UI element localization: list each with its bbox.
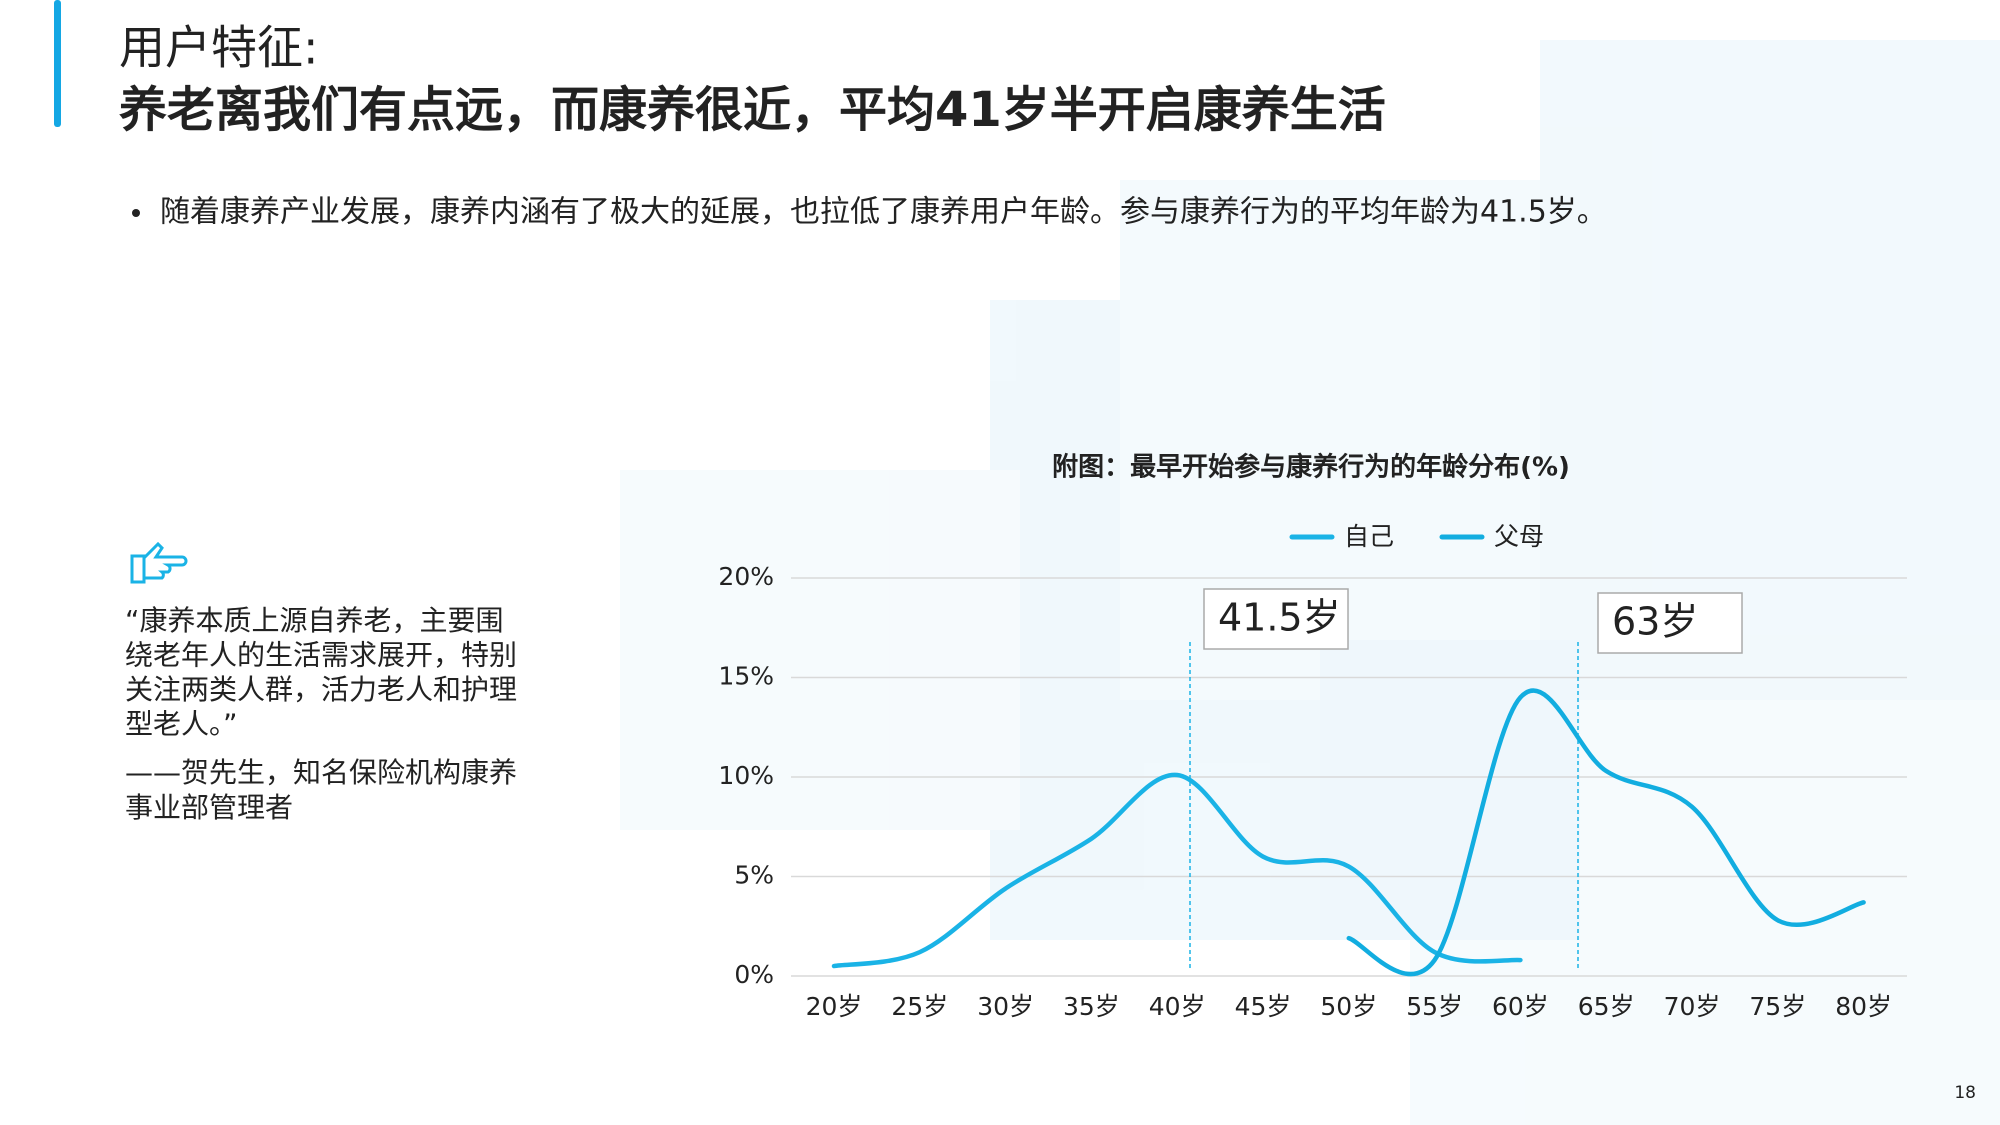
series-line (831, 772, 1523, 969)
legend-label: 父母 (1494, 522, 1544, 551)
quote-attribution: 事业部管理者 (125, 791, 293, 824)
annotation-label: 41.5岁 (1218, 596, 1341, 640)
x-tick-label: 20岁 (806, 992, 863, 1021)
bullet-text: 随着康养产业发展，康养内涵有了极大的延展，也拉低了康养用户年龄。参与康养行为的平… (160, 195, 1607, 230)
x-tick-label: 35岁 (1063, 992, 1120, 1021)
x-tick-label: 65岁 (1578, 992, 1635, 1021)
hand-icon (130, 541, 188, 584)
x-tick-label: 25岁 (891, 992, 948, 1021)
quote-line: 关注两类人群，活力老人和护理 (125, 673, 517, 706)
title: 用户特征: (119, 21, 319, 75)
accent-bar (54, 0, 61, 127)
y-tick-label: 15% (718, 662, 774, 691)
x-tick-label: 70岁 (1664, 992, 1721, 1021)
chart-title: 附图：最早开始参与康养行为的年龄分布(%) (1052, 452, 1570, 483)
subtitle: 养老离我们有点远，而康养很近，平均41岁半开启康养生活 (119, 82, 1386, 138)
series-line (1346, 688, 1866, 977)
annotation-label: 63岁 (1612, 600, 1698, 644)
x-tick-label: 30岁 (977, 992, 1034, 1021)
page-number: 18 (1954, 1083, 1976, 1103)
x-tick-label: 60岁 (1492, 992, 1549, 1021)
background (620, 40, 2000, 1125)
quote-line: 绕老年人的生活需求展开，特别 (125, 639, 517, 672)
y-tick-label: 20% (718, 562, 774, 591)
quote-line: “康养本质上源自养老，主要围 (125, 604, 504, 637)
annotation-box (1597, 592, 1743, 654)
quote-attribution: ——贺先生，知名保险机构康养 (125, 756, 517, 789)
x-tick-label: 55岁 (1406, 992, 1463, 1021)
y-tick-label: 10% (718, 761, 774, 790)
x-tick-label: 45岁 (1235, 992, 1292, 1021)
quote: “康养本质上源自养老，主要围绕老年人的生活需求展开，特别关注两类人群，活力老人和… (125, 604, 517, 824)
x-tick-label: 75岁 (1749, 992, 1806, 1021)
y-tick-label: 5% (734, 861, 774, 890)
x-tick-label: 80岁 (1835, 992, 1892, 1021)
x-tick-label: 40岁 (1149, 992, 1206, 1021)
quote-line: 型老人。” (125, 708, 238, 741)
y-tick-label: 0% (734, 960, 774, 989)
bullet-dot (132, 209, 140, 217)
x-tick-label: 50岁 (1320, 992, 1377, 1021)
legend-label: 自己 (1344, 522, 1394, 551)
annotation-box (1203, 588, 1349, 650)
